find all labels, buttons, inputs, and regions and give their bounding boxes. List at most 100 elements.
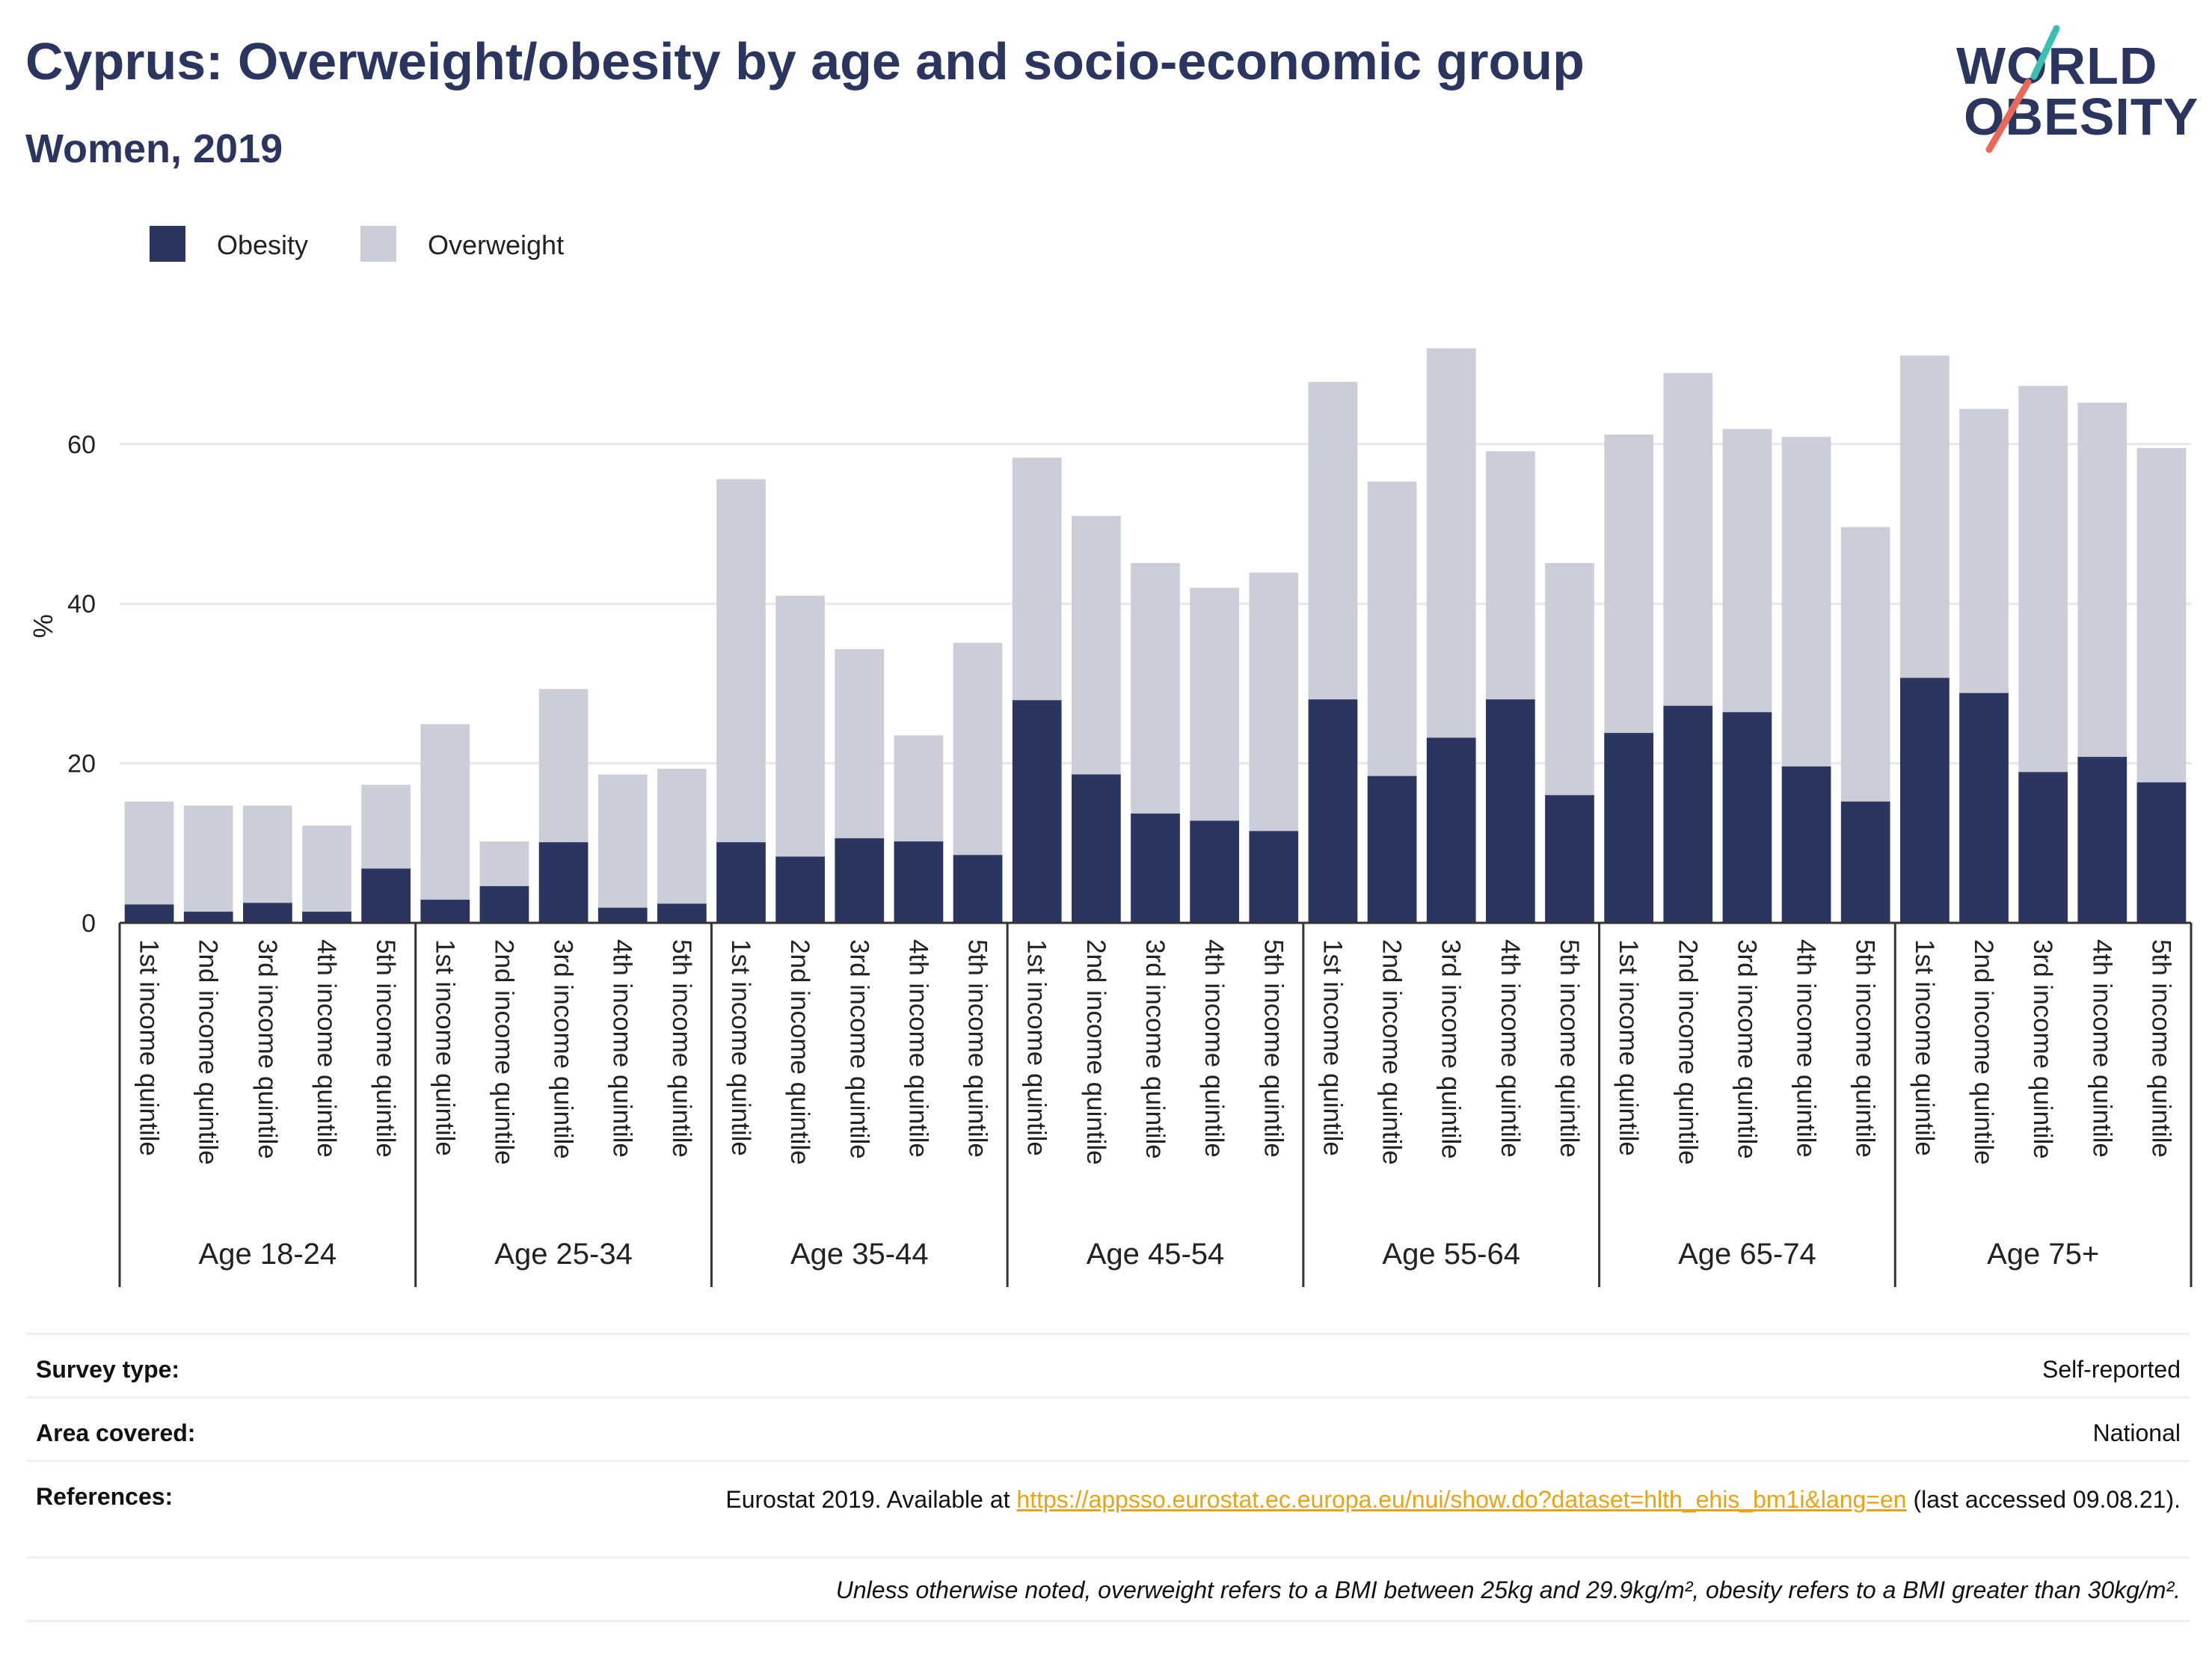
bar-obesity [657,903,707,923]
bar-overweight [183,805,233,923]
bar-obesity [420,900,470,923]
group-label: Age 45-54 [1087,1238,1225,1271]
x-tick-label: 1st income quintile [430,939,459,1156]
bar-obesity [1663,705,1713,923]
x-tick-label: 3rd income quintile [253,939,282,1159]
bar-obesity [538,842,589,923]
x-tick-label: 2nd income quintile [194,939,223,1165]
x-tick-label: 4th income quintile [1496,939,1525,1158]
bar-overweight [597,774,648,923]
bar-overweight [420,724,470,923]
bar-obesity [2018,772,2068,923]
x-tick-label: 5th income quintile [1851,939,1880,1158]
references-link[interactable]: https://appsso.eurostat.ec.europa.eu/nui… [1016,1486,1907,1513]
survey-type-label: Survey type: [36,1356,180,1383]
bar-obesity [1486,699,1535,923]
x-tick-label: 4th income quintile [1792,939,1821,1158]
bar-obesity [302,912,351,923]
y-axis-label: % [28,614,58,638]
x-tick-label: 4th income quintile [2087,939,2116,1158]
x-tick-label: 5th income quintile [667,939,696,1158]
x-tick-label: 3rd income quintile [1732,939,1761,1159]
info-row-area: Area covered: National [27,1396,2190,1460]
bar-obesity [1604,733,1653,923]
bar-obesity [1072,774,1121,923]
x-tick-label: 1st income quintile [1910,939,1939,1156]
bar-obesity [1840,801,1890,923]
group-label: Age 35-44 [790,1238,929,1271]
bar-obesity [124,904,174,923]
y-tick-label: 0 [82,909,96,938]
logo-text-line2: OBESITY [1964,87,2199,146]
footnote: Unless otherwise noted, overweight refer… [835,1576,2181,1603]
info-table: Survey type: Self-reported Area covered:… [27,1333,2190,1622]
x-tick-label: 3rd income quintile [1437,939,1466,1159]
world-obesity-logo: WORLD OBESITY [1944,22,2199,157]
bar-overweight [124,801,174,923]
bar-overweight [302,825,351,923]
x-tick-label: 2nd income quintile [489,939,518,1165]
x-tick-label: 4th income quintile [312,939,341,1158]
legend-label-obesity: Obesity [217,230,308,260]
bar-obesity [835,838,885,923]
info-row-footnote: Unless otherwise noted, overweight refer… [27,1556,2190,1622]
page-title: Cyprus: Overweight/obesity by age and so… [25,32,1585,90]
x-tick-label: 5th income quintile [371,939,400,1158]
bar-obesity [243,903,292,923]
x-tick-label: 4th income quintile [903,939,933,1158]
logo-text-line1: WORLD [1956,37,2158,95]
legend-swatch-overweight [360,226,396,262]
x-tick-label: 3rd income quintile [844,939,873,1159]
x-tick-label: 3rd income quintile [549,939,578,1159]
bar-obesity [361,868,411,923]
group-label: Age 75+ [1987,1238,2099,1271]
bar-obesity [2136,782,2187,923]
group-label: Age 55-64 [1382,1238,1520,1271]
x-tick-label: 1st income quintile [1614,939,1643,1156]
legend-label-overweight: Overweight [428,230,564,260]
x-tick-label: 3rd income quintile [1140,939,1170,1159]
bar-obesity [716,842,766,923]
x-tick-label: 3rd income quintile [2028,939,2057,1159]
x-tick-label: 2nd income quintile [785,939,814,1165]
info-row-survey-type: Survey type: Self-reported [27,1333,2190,1396]
bar-obesity [1367,776,1417,923]
x-tick-label: 4th income quintile [608,939,637,1158]
area-label: Area covered: [36,1419,196,1446]
bar-obesity [953,855,1003,923]
legend-swatch-obesity [150,226,185,262]
group-label: Age 25-34 [494,1238,633,1271]
bar-obesity [1722,712,1772,923]
area-value: National [2092,1419,2181,1446]
bar-overweight [657,769,707,923]
bar-obesity [1959,693,2009,923]
bar-obesity [775,856,825,923]
y-tick-label: 60 [67,431,96,459]
bar-obesity [1781,766,1831,923]
bar-obesity [183,912,233,923]
x-tick-label: 1st income quintile [726,939,755,1156]
bar-obesity [1900,678,1950,923]
x-tick-label: 2nd income quintile [1377,939,1407,1165]
x-tick-label: 2nd income quintile [1081,939,1110,1165]
bar-obesity [1190,820,1239,923]
page-subtitle: Women, 2019 [25,126,283,171]
x-tick-label: 1st income quintile [1318,939,1347,1156]
bar-obesity [1426,737,1476,923]
info-row-references: References: Eurostat 2019. Available at … [27,1460,2190,1556]
bar-obesity [1545,795,1594,923]
x-tick-label: 5th income quintile [1555,939,1584,1158]
bar-obesity [1012,700,1062,923]
x-tick-label: 2nd income quintile [1673,939,1702,1165]
bar-obesity [894,841,944,923]
group-label: Age 18-24 [199,1238,337,1271]
bar-chart: 0 20 40 60% Obesity Overweight 1st income quin… [28,226,2193,1287]
x-tick-label: 5th income quintile [963,939,992,1158]
x-tick-label: 4th income quintile [1199,939,1229,1158]
x-tick-label: 1st income quintile [1022,939,1051,1156]
bar-obesity [2077,757,2127,923]
bar-obesity [479,885,529,923]
y-tick-label: 40 [67,590,96,618]
bar-obesity [1249,831,1299,923]
survey-type-value: Self-reported [2042,1356,2181,1383]
